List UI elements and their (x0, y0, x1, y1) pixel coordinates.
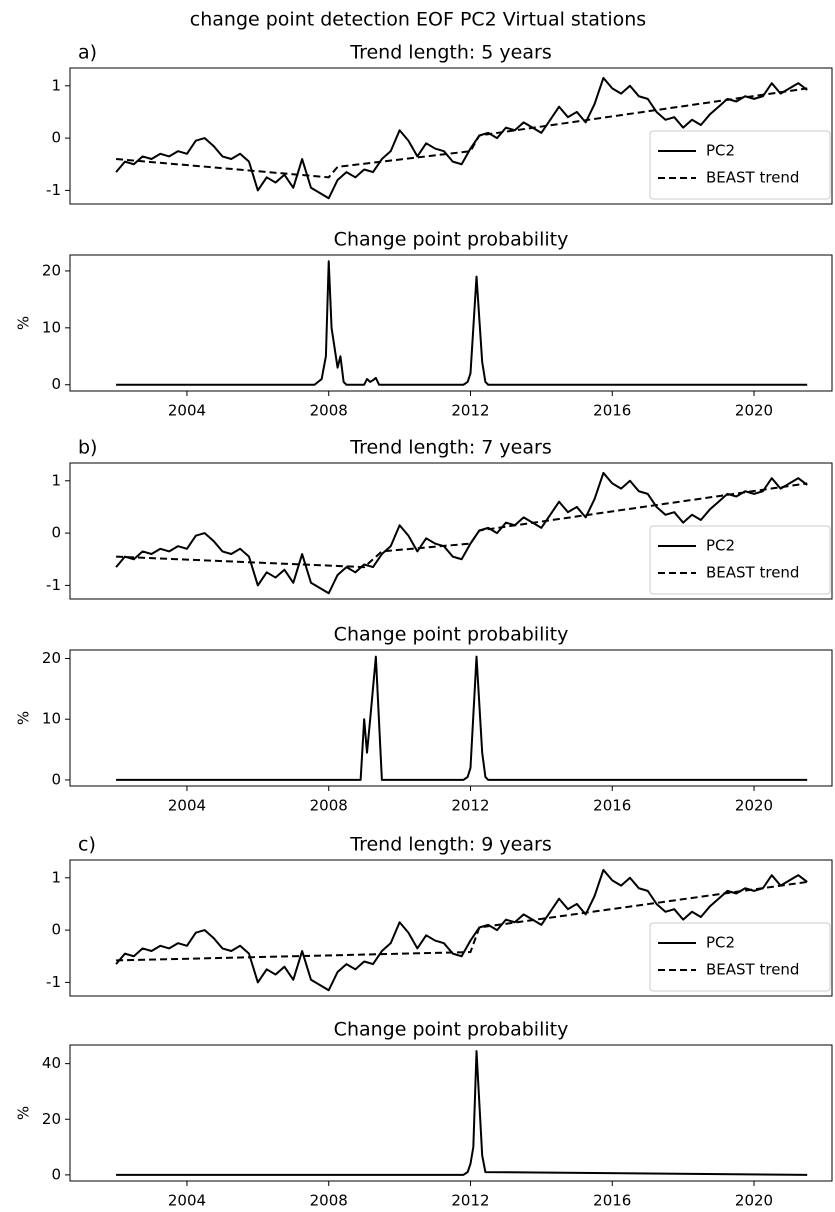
x-tick-label: 2016 (593, 402, 631, 420)
y-tick-label: 1 (51, 471, 61, 489)
y-tick-label: 0 (51, 129, 61, 147)
x-tick-label: 2004 (168, 1192, 206, 1210)
data-line (115, 87, 808, 179)
y-tick-label: 10 (42, 710, 61, 728)
x-tick-label: 2016 (593, 797, 631, 815)
x-tick-label: 2012 (451, 797, 489, 815)
legend-label: BEAST trend (706, 169, 799, 187)
y-tick-label: 20 (42, 1110, 61, 1128)
axes-frame (69, 254, 833, 392)
y-tick-label: 40 (42, 1054, 61, 1072)
data-line (116, 880, 808, 962)
y-tick-label: 0 (51, 770, 61, 788)
y-axis-label: % (15, 316, 33, 330)
legend-label: BEAST trend (706, 961, 799, 979)
axes-frame (69, 1044, 833, 1182)
legend-box (649, 525, 831, 595)
axes-title: Trend length: 5 years (349, 42, 551, 64)
axes-frame (69, 462, 833, 600)
x-tick-label: 2004 (168, 402, 206, 420)
y-tick-label: 10 (42, 318, 61, 336)
axes-frame (69, 67, 833, 205)
legend-label: PC2 (706, 537, 735, 555)
legend-box (649, 922, 831, 992)
data-line (116, 260, 808, 386)
x-tick-label: 2016 (593, 1192, 631, 1210)
data-line (115, 76, 808, 200)
data-line (116, 1050, 808, 1176)
panel-label: b) (78, 437, 97, 459)
legend-box (649, 130, 831, 200)
axes-frame (69, 859, 833, 997)
legend-label: PC2 (706, 142, 735, 160)
axes-title: Trend length: 9 years (349, 834, 551, 856)
x-tick-label: 2008 (310, 402, 348, 420)
y-axis-label: % (15, 1106, 33, 1120)
x-tick-label: 2020 (735, 402, 773, 420)
axes-title: Change point probability (334, 229, 569, 251)
data-line (116, 482, 808, 569)
y-tick-label: -1 (46, 576, 61, 594)
x-tick-label: 2012 (451, 1192, 489, 1210)
x-tick-label: 2020 (735, 1192, 773, 1210)
legend-label: BEAST trend (706, 564, 799, 582)
y-axis-label: % (15, 711, 33, 725)
x-tick-label: 2012 (451, 402, 489, 420)
y-tick-label: 1 (51, 76, 61, 94)
data-line (116, 655, 808, 781)
x-tick-label: 2008 (310, 1192, 348, 1210)
panel-label: c) (78, 834, 96, 856)
figure-title: change point detection EOF PC2 Virtual s… (190, 9, 646, 31)
legend-label: PC2 (706, 934, 735, 952)
y-tick-label: -1 (46, 181, 61, 199)
x-tick-label: 2020 (735, 797, 773, 815)
data-line (115, 471, 808, 595)
y-tick-label: 0 (51, 921, 61, 939)
x-tick-label: 2008 (310, 797, 348, 815)
y-tick-label: 0 (51, 1165, 61, 1183)
panel-label: a) (78, 42, 97, 64)
axes-title: Trend length: 7 years (349, 437, 551, 459)
y-tick-label: 0 (51, 375, 61, 393)
y-tick-label: 20 (42, 261, 61, 279)
x-tick-label: 2004 (168, 797, 206, 815)
data-line (115, 868, 808, 992)
y-tick-label: 0 (51, 524, 61, 542)
y-tick-label: -1 (46, 973, 61, 991)
axes-frame (69, 649, 833, 787)
y-tick-label: 20 (42, 649, 61, 667)
axes-title: Change point probability (334, 624, 569, 646)
y-tick-label: 1 (51, 868, 61, 886)
axes-title: Change point probability (334, 1019, 569, 1041)
